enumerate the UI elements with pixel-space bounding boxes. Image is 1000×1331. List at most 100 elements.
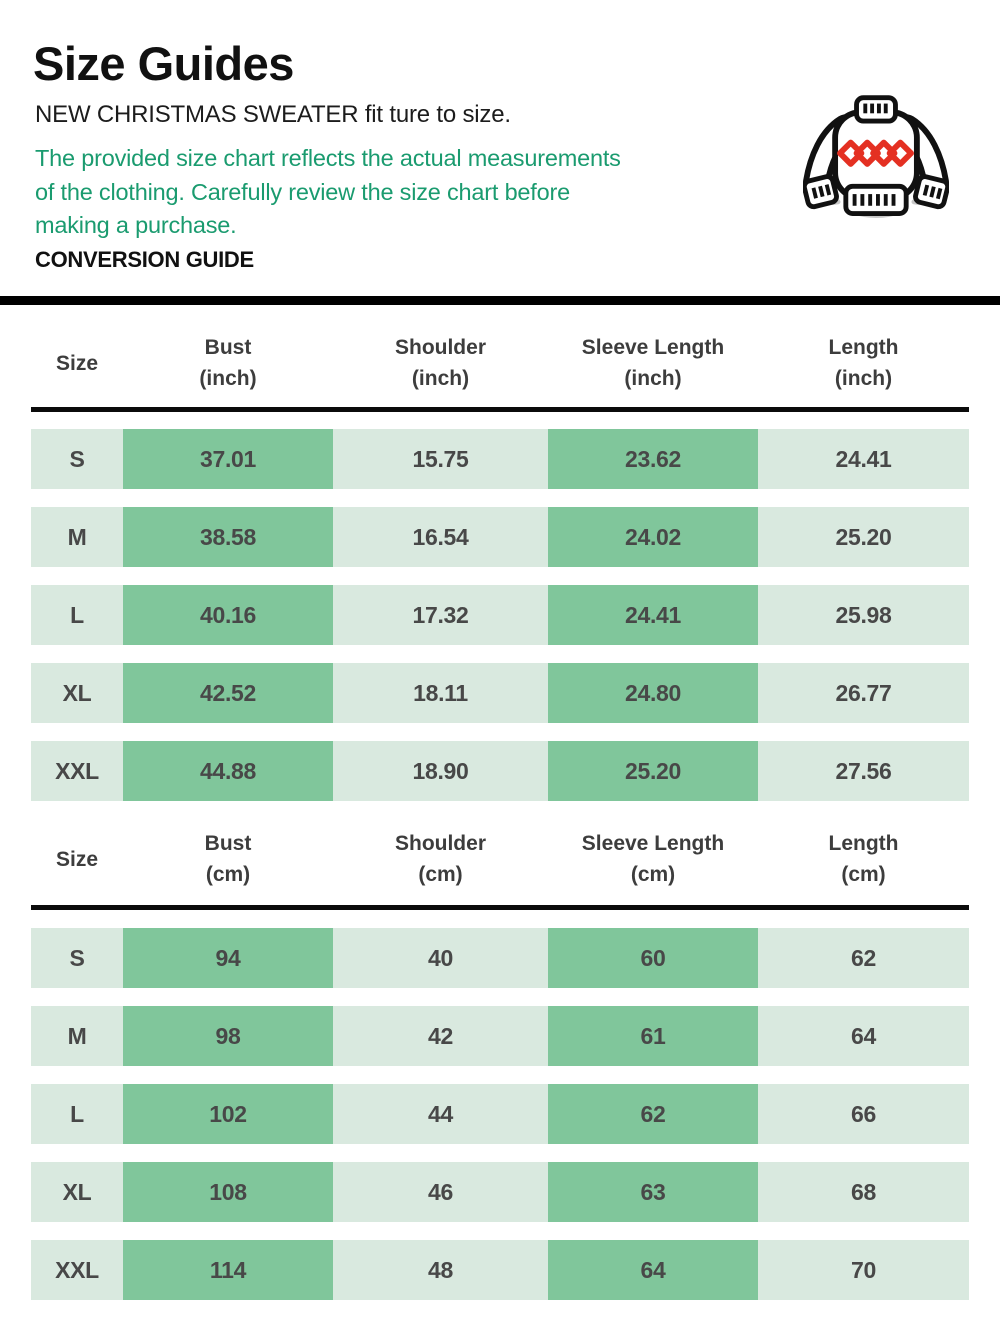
header-cell-sleeve: Sleeve Length (cm) [548,824,758,894]
table-row: L 102 44 62 66 [31,1084,969,1144]
table-row: M 38.58 16.54 24.02 25.20 [31,507,969,567]
header-length-unit: (cm) [841,863,886,886]
shoulder-cell: 40 [333,928,548,988]
header-shoulder-label: Shoulder [394,832,486,855]
bust-cell: 114 [123,1240,333,1300]
length-cell: 25.20 [758,507,969,567]
table-row: L 40.16 17.32 24.41 25.98 [31,585,969,645]
header-cell-shoulder: Shoulder (cm) [333,824,548,894]
header-cell-bust: Bust (cm) [123,824,333,894]
header-bust-unit: (cm) [205,863,251,886]
size-cell: S [31,429,123,489]
bust-cell: 37.01 [123,429,333,489]
length-cell: 24.41 [758,429,969,489]
sizing-note-line-2: of the clothing. Carefully review the si… [35,178,570,205]
header-cell-length: Length (cm) [758,824,969,894]
sleeve-cell: 25.20 [548,741,758,801]
inch-table-body: S 37.01 15.75 23.62 24.41 M 38.58 16.54 … [31,429,969,819]
table-row: M 98 42 61 64 [31,1006,969,1066]
size-cell: XXL [31,1240,123,1300]
length-cell: 70 [758,1240,969,1300]
page-title: Size Guides [33,37,294,90]
header-size-label: Size [55,847,99,871]
sizing-note-line-1: The provided size chart reflects the act… [35,145,621,171]
header-bust-unit: (inch) [199,367,257,390]
shoulder-cell: 18.90 [333,741,548,801]
table-row: XL 42.52 18.11 24.80 26.77 [31,663,969,723]
header-sleeve-unit: (cm) [630,863,676,886]
header-cell-bust: Bust (inch) [123,328,333,398]
size-cell: L [31,585,123,645]
header-shoulder-unit: (inch) [411,367,470,390]
size-cell: XXL [31,741,123,801]
header-size-label: Size [55,351,99,375]
inch-table-header-rule [31,407,969,412]
size-cell: L [31,1084,123,1144]
header-bust-label: Bust [204,336,252,359]
header-cell-length: Length (inch) [758,328,969,398]
size-cell: M [31,507,123,567]
length-cell: 27.56 [758,741,969,801]
header-cell-size: Size [31,328,123,398]
cm-table-body: S 94 40 60 62 M 98 42 61 64 L 102 44 62 … [31,928,969,1318]
sizing-note: The provided size chart reflects the act… [35,142,735,243]
sleeve-cell: 24.41 [548,585,758,645]
header-cell-shoulder: Shoulder (inch) [333,328,548,398]
header-cell-size: Size [31,824,123,894]
header-sleeve-label: Sleeve Length [581,336,725,359]
header-length-label: Length [828,832,899,855]
bust-cell: 38.58 [123,507,333,567]
shoulder-cell: 17.32 [333,585,548,645]
shoulder-cell: 42 [333,1006,548,1066]
sizing-note-line-3: making a purchase. [35,212,237,238]
table-row: XXL 114 48 64 70 [31,1240,969,1300]
bust-cell: 44.88 [123,741,333,801]
shoulder-cell: 48 [333,1240,548,1300]
length-cell: 25.98 [758,585,969,645]
shoulder-cell: 18.11 [333,663,548,723]
header-shoulder-unit: (cm) [418,863,463,886]
bust-cell: 108 [123,1162,333,1222]
bust-cell: 42.52 [123,663,333,723]
sleeve-cell: 63 [548,1162,758,1222]
sleeve-cell: 60 [548,928,758,988]
length-cell: 66 [758,1084,969,1144]
conversion-guide-label: CONVERSION GUIDE [35,247,254,272]
sleeve-cell: 24.80 [548,663,758,723]
size-cell: XL [31,663,123,723]
length-cell: 64 [758,1006,969,1066]
table-row: XL 108 46 63 68 [31,1162,969,1222]
size-cell: S [31,928,123,988]
shoulder-cell: 46 [333,1162,548,1222]
length-cell: 26.77 [758,663,969,723]
length-cell: 68 [758,1162,969,1222]
bust-cell: 102 [123,1084,333,1144]
cm-table-header-rule [31,905,969,910]
header-length-unit: (inch) [834,367,893,390]
table-row: XXL 44.88 18.90 25.20 27.56 [31,741,969,801]
sleeve-cell: 64 [548,1240,758,1300]
size-cell: M [31,1006,123,1066]
cm-table-header-row: Size Bust (cm) Shoulder (cm) Sleeve Length… [31,824,969,894]
header-sleeve-label: Sleeve Length [581,832,725,855]
sleeve-cell: 24.02 [548,507,758,567]
shoulder-cell: 44 [333,1084,548,1144]
header-length-label: Length [828,336,899,359]
inch-table-header-row: Size Bust (inch) Shoulder (inch) Sleeve Le… [31,328,969,398]
table-row: S 37.01 15.75 23.62 24.41 [31,429,969,489]
bust-cell: 98 [123,1006,333,1066]
top-divider-bar [0,296,1000,305]
sleeve-cell: 62 [548,1084,758,1144]
bust-cell: 94 [123,928,333,988]
size-cell: XL [31,1162,123,1222]
shoulder-cell: 16.54 [333,507,548,567]
fit-note: NEW CHRISTMAS SWEATER fit ture to size. [35,101,511,128]
diamond-pattern [837,139,914,167]
table-row: S 94 40 60 62 [31,928,969,988]
header-sleeve-unit: (inch) [624,367,682,390]
header-bust-label: Bust [204,832,252,855]
sleeve-cell: 61 [548,1006,758,1066]
sleeve-cell: 23.62 [548,429,758,489]
length-cell: 62 [758,928,969,988]
christmas-sweater-icon [801,92,951,235]
